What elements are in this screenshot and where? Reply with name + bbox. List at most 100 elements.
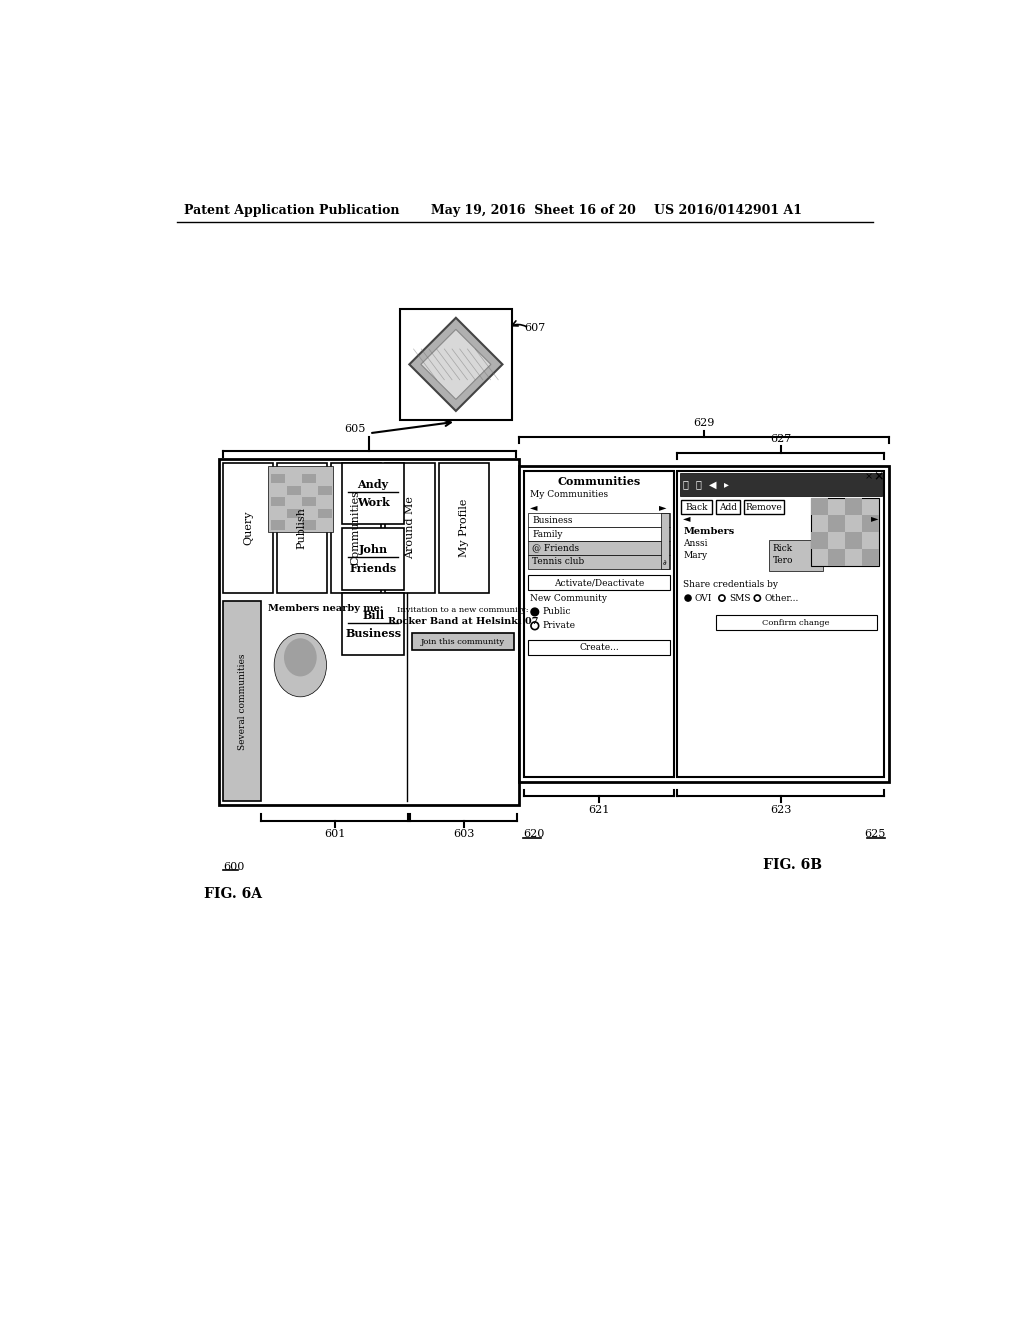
Text: Confirm change: Confirm change [763, 619, 830, 627]
Bar [342, 462, 403, 524]
Bar [331, 462, 381, 594]
Text: Activate/Deactivate: Activate/Deactivate [554, 578, 644, 587]
Bar [317, 508, 332, 517]
Bar [828, 515, 845, 532]
Text: ►: ► [870, 515, 879, 523]
Text: Communities: Communities [557, 477, 641, 487]
Text: Mary: Mary [683, 552, 708, 560]
Text: 623: 623 [770, 805, 792, 814]
Bar [317, 486, 332, 495]
Text: Publish: Publish [297, 507, 307, 549]
Text: Family: Family [532, 529, 563, 539]
Bar [744, 500, 784, 515]
Bar [342, 594, 403, 655]
Bar [287, 486, 301, 495]
Bar [223, 462, 273, 594]
Text: US 2016/0142901 A1: US 2016/0142901 A1 [654, 205, 802, 218]
Text: ◀: ◀ [709, 480, 717, 490]
Text: FIG. 6A: FIG. 6A [204, 887, 262, 900]
Text: Patent Application Publication: Patent Application Publication [184, 205, 400, 218]
Bar [811, 498, 828, 515]
Text: Andy: Andy [357, 479, 389, 490]
Bar [862, 515, 879, 532]
Text: John: John [358, 544, 388, 556]
Text: Create...: Create... [580, 643, 618, 652]
Text: New Community: New Community [530, 594, 607, 602]
Text: ▸: ▸ [724, 480, 729, 490]
Text: 627: 627 [770, 434, 792, 444]
Bar [524, 471, 674, 777]
Bar [271, 520, 286, 529]
Text: Members: Members [683, 527, 734, 536]
Text: 603: 603 [453, 829, 474, 840]
Bar [811, 532, 828, 549]
Text: Private: Private [543, 622, 575, 630]
Text: Rick: Rick [773, 544, 793, 553]
Bar [677, 471, 885, 777]
Bar [716, 500, 740, 515]
Text: Rocker Band at Helsinki 07: Rocker Band at Helsinki 07 [387, 618, 538, 627]
Ellipse shape [284, 639, 316, 676]
Bar [385, 462, 435, 594]
Bar [400, 309, 512, 420]
Bar [528, 513, 671, 527]
Bar [219, 459, 519, 805]
Text: 607: 607 [524, 323, 546, 333]
Bar [769, 540, 823, 572]
Text: Several communities: Several communities [238, 653, 247, 750]
Text: Friends: Friends [349, 562, 396, 574]
Text: ◄: ◄ [530, 503, 538, 512]
Text: 600: 600 [223, 862, 245, 871]
Circle shape [531, 609, 539, 616]
Text: @ Friends: @ Friends [532, 544, 580, 553]
Text: Query: Query [243, 511, 253, 545]
Bar [845, 498, 862, 515]
Text: SMS: SMS [729, 594, 751, 602]
Bar [287, 508, 301, 517]
Bar [662, 513, 669, 569]
Bar [845, 532, 862, 549]
Bar [302, 520, 316, 529]
Bar [276, 462, 327, 594]
Bar [302, 498, 316, 507]
Text: ◄: ◄ [683, 515, 691, 523]
Text: Share credentials by: Share credentials by [683, 579, 778, 589]
Bar [528, 554, 671, 569]
Bar [267, 466, 333, 532]
Bar [528, 527, 671, 541]
Text: Work: Work [356, 498, 389, 508]
Text: Back: Back [685, 503, 708, 512]
Text: Tennis club: Tennis club [532, 557, 585, 566]
Bar [528, 640, 671, 655]
Bar [680, 474, 882, 496]
Bar [862, 549, 879, 566]
Text: 605: 605 [344, 425, 366, 434]
Bar [223, 601, 261, 801]
Text: My Profile: My Profile [459, 499, 469, 557]
Ellipse shape [274, 634, 327, 697]
Text: 620: 620 [523, 829, 545, 840]
Text: 601: 601 [324, 829, 345, 840]
Text: 625: 625 [864, 829, 885, 840]
Text: 621: 621 [589, 805, 610, 814]
Bar [811, 498, 879, 566]
Text: Business: Business [345, 628, 401, 639]
Bar [412, 634, 514, 651]
Text: My Communities: My Communities [530, 490, 608, 499]
Text: Public: Public [543, 607, 571, 616]
Text: FIG. 6B: FIG. 6B [763, 858, 822, 873]
Bar [271, 474, 286, 483]
Circle shape [685, 595, 691, 601]
Bar [681, 500, 712, 515]
Text: Members nearby me:: Members nearby me: [267, 605, 383, 614]
Bar [342, 528, 403, 590]
Bar [716, 615, 877, 631]
Text: Around Me: Around Me [404, 496, 415, 560]
Text: ★: ★ [682, 480, 688, 490]
Bar [528, 576, 671, 590]
Text: Tero: Tero [773, 556, 794, 565]
Text: ★: ★ [696, 480, 701, 490]
Bar [302, 474, 316, 483]
Text: ►: ► [659, 503, 667, 512]
Text: Bill: Bill [362, 610, 384, 620]
